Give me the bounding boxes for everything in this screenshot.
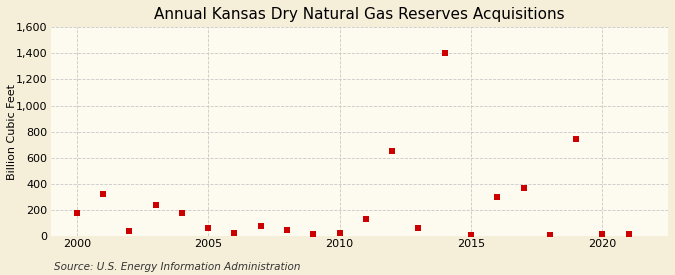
Point: [308, 232, 319, 236]
Point: [229, 231, 240, 236]
Point: [439, 51, 450, 55]
Point: [492, 195, 503, 199]
Y-axis label: Billion Cubic Feet: Billion Cubic Feet: [7, 84, 17, 180]
Point: [597, 232, 608, 236]
Point: [545, 233, 556, 237]
Point: [387, 149, 398, 153]
Point: [98, 192, 109, 196]
Point: [360, 217, 371, 221]
Point: [413, 226, 424, 230]
Title: Annual Kansas Dry Natural Gas Reserves Acquisitions: Annual Kansas Dry Natural Gas Reserves A…: [154, 7, 564, 22]
Point: [255, 224, 266, 229]
Point: [124, 229, 135, 234]
Point: [334, 230, 345, 235]
Point: [202, 225, 213, 230]
Point: [281, 227, 292, 232]
Point: [72, 211, 82, 215]
Point: [466, 233, 477, 238]
Point: [151, 203, 161, 208]
Point: [570, 137, 581, 142]
Text: Source: U.S. Energy Information Administration: Source: U.S. Energy Information Administ…: [54, 262, 300, 272]
Point: [623, 232, 634, 236]
Point: [518, 186, 529, 190]
Point: [176, 211, 187, 215]
